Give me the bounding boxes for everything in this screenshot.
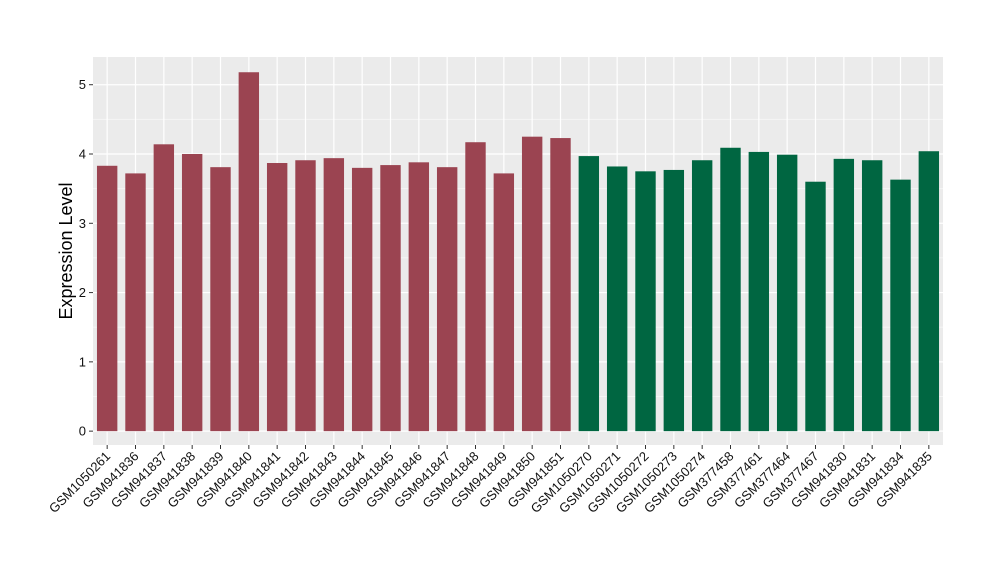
y-tick-label: 1 — [79, 354, 86, 369]
bar — [493, 173, 515, 432]
bar — [380, 165, 401, 432]
bar — [295, 160, 316, 432]
bar — [691, 160, 713, 432]
bar — [720, 147, 741, 432]
bar — [408, 162, 430, 432]
bar — [238, 72, 260, 432]
bar — [181, 154, 203, 432]
bar — [805, 181, 826, 432]
bars — [96, 72, 940, 432]
bar — [748, 151, 770, 432]
bar — [521, 136, 543, 432]
bar — [918, 151, 940, 432]
bar — [578, 156, 600, 432]
bar — [606, 166, 628, 432]
plot-panel — [93, 57, 943, 445]
bar — [550, 138, 571, 432]
y-axis-title: Expression Level — [56, 182, 76, 319]
bar — [436, 167, 458, 432]
y-tick-label: 0 — [79, 424, 86, 439]
y-tick-label: 5 — [79, 77, 86, 92]
bar — [323, 158, 345, 432]
bar — [96, 165, 118, 432]
y-tick-label: 4 — [79, 147, 86, 162]
bar — [210, 167, 231, 432]
bar — [635, 171, 656, 432]
bar — [861, 160, 883, 432]
bar — [351, 167, 373, 432]
bar — [890, 179, 911, 432]
y-tick-label: 3 — [79, 216, 86, 231]
bar — [266, 163, 288, 432]
y-tick-label: 2 — [79, 285, 86, 300]
bar — [833, 158, 855, 432]
x-axis: GSM1050261GSM941836GSM941837GSM941838GSM… — [46, 445, 935, 516]
bar — [153, 144, 175, 432]
bar — [125, 173, 146, 432]
y-axis: 0 1 2 3 4 5 — [79, 77, 93, 439]
bar — [465, 142, 486, 432]
bar — [663, 169, 685, 432]
bar — [776, 154, 798, 432]
